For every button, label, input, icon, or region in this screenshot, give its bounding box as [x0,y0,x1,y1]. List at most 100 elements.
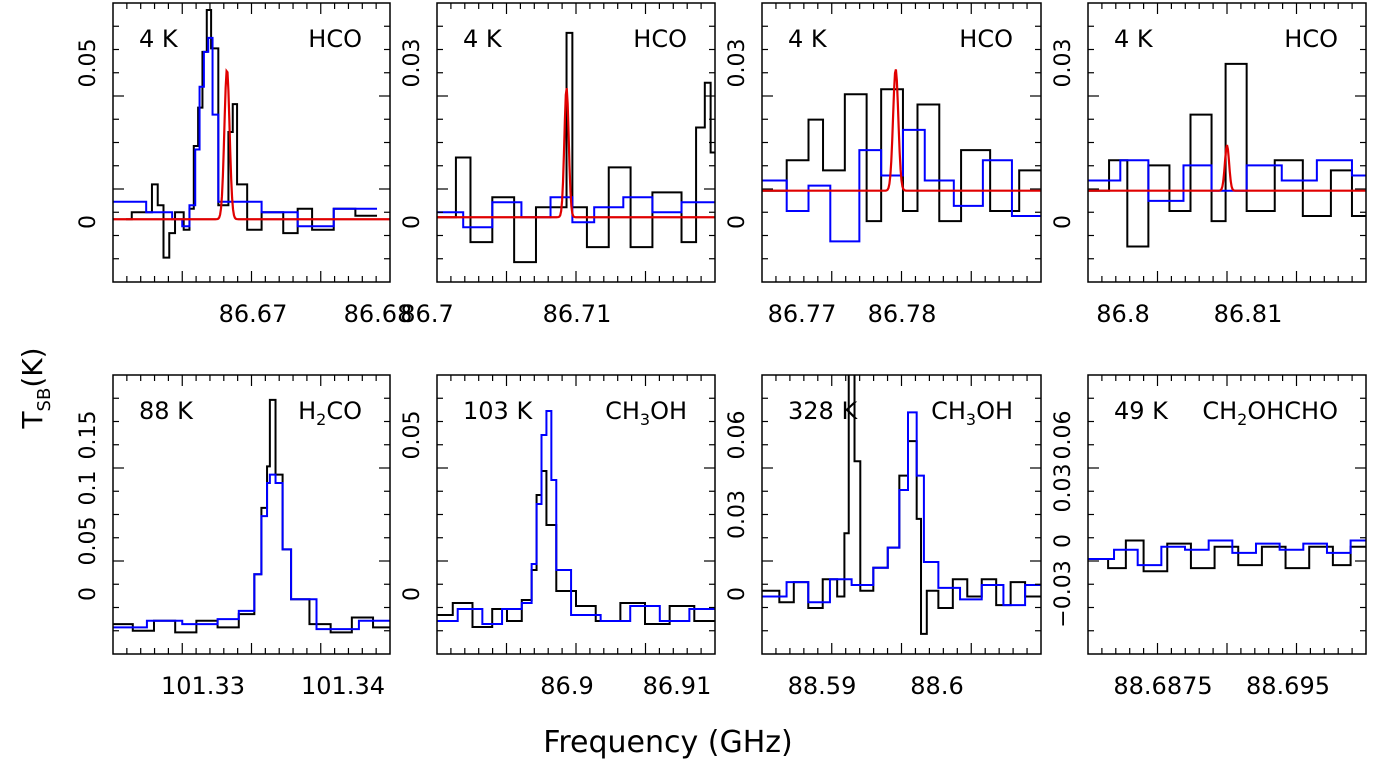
y-tick-label: 0 [1051,534,1076,548]
y-tick-label: 0 [76,587,101,601]
species-text: CH [1202,397,1237,425]
spectrum-panel: 88.59 88.6 0 0.03 0.06 328 K CH3OH [725,374,1042,700]
x-axis-label: Frequency (GHz) [543,725,792,760]
x-tick-label: 88.6875 [1113,672,1212,700]
species-label: CH2OHCHO [1202,397,1338,429]
spectrum-trace-black [113,398,390,634]
spectrum-trace-blue [113,473,390,631]
y-tick-label: 0.03 [400,39,425,88]
species-subscript: 3 [640,410,650,429]
y-tick-label: 0.05 [76,517,101,566]
species-subscript: 2 [1237,410,1247,429]
y-axis-label-unit: (K) [16,347,49,387]
y-tick-label: 0.06 [1051,411,1076,460]
model-fit-line [762,69,1041,192]
species-subscript: 3 [966,410,976,429]
spectrum-trace-blue [1088,539,1366,567]
x-tick-label: 88.6 [910,672,963,700]
species-text: HCO [633,25,687,53]
plot-area [113,398,390,634]
y-tick-label: 0 [1051,215,1076,229]
spectrum-trace-black [1088,62,1366,248]
species-text: OH [976,397,1013,425]
species-subscript: 2 [316,410,326,429]
x-tick-label: 86.91 [643,672,712,700]
species-label: CH3OH [931,397,1013,429]
y-tick-label: 0 [725,215,750,229]
y-tick-label: −0.03 [1051,560,1076,627]
y-tick-label: 0.05 [76,39,101,88]
x-tick-label: 86.8 [1096,300,1149,328]
y-tick-label: 0 [400,587,425,601]
spectrum-trace-blue [437,196,715,229]
temperature-label: 88 K [139,397,194,425]
x-tick-label: 88.695 [1246,672,1330,700]
spectrum-trace-blue [437,410,715,625]
x-tick-label: 86.78 [868,300,937,328]
spectrum-trace-black [762,88,1041,223]
spectrum-trace-blue [1088,159,1366,202]
species-text: CO [326,397,362,425]
plot-area [1088,539,1366,573]
plot-area [762,375,1041,635]
x-tick-label: 88.59 [788,672,857,700]
y-tick-label: 0 [76,215,101,229]
species-label: HCO [959,25,1013,53]
spectrum-panel: 86.8 86.81 0 0.03 4 K HCO [1051,2,1367,328]
species-text: HCO [308,25,362,53]
temperature-label: 4 K [788,25,828,53]
temperature-label: 4 K [463,25,503,53]
y-tick-label: 0 [400,215,425,229]
spectrum-trace-blue [762,128,1041,243]
x-tick-label: 86.77 [768,300,837,328]
spectrum-panel: 86.7 86.71 0 0.03 4 K HCO [400,2,716,328]
plot-area [1088,62,1366,248]
x-tick-label: 86.7 [400,300,453,328]
species-text: OHCHO [1247,397,1338,425]
spectrum-panel: 86.77 86.78 0 0.03 4 K HCO [725,2,1042,328]
species-label: HCO [633,25,687,53]
temperature-label: 328 K [788,397,858,425]
species-text: CH [931,397,966,425]
y-tick-label: 0.03 [725,490,750,539]
x-tick-label: 86.68 [344,300,413,328]
species-text: H [298,397,316,425]
spectrum-panel: 101.33 101.34 0 0.05 0.1 0.15 88 K H2CO [76,374,391,700]
spectrum-trace-blue [762,411,1041,607]
x-tick-label: 86.9 [540,672,593,700]
spectrum-trace-black [437,470,715,628]
y-tick-label: 0.05 [400,411,425,460]
plot-area [113,8,390,259]
species-text: HCO [1284,25,1338,53]
x-tick-label: 86.67 [219,300,288,328]
plot-area [437,410,715,628]
temperature-label: 4 K [139,25,179,53]
model-fit-line [1088,144,1366,192]
temperature-label: 103 K [463,397,533,425]
spectrum-trace-black [125,8,378,259]
y-tick-label: 0.03 [725,39,750,88]
y-axis-label-main: T [16,411,49,430]
species-label: H2CO [298,397,362,429]
species-label: HCO [1284,25,1338,53]
spectrum-panel: 86.9 86.91 0 0.05 103 K CH3OH [400,374,716,700]
x-tick-label: 86.71 [543,300,612,328]
species-label: CH3OH [605,397,687,429]
spectrum-panel: 88.6875 88.695 −0.03 0 0.03 0.06 49 K CH2OHCHO [1051,374,1367,700]
model-fit-line [437,88,715,219]
y-tick-label: 0 [725,587,750,601]
y-tick-label: 0.03 [1051,464,1076,513]
species-text: OH [650,397,687,425]
x-tick-label: 101.33 [161,672,245,700]
x-tick-label: 86.81 [1214,300,1283,328]
x-tick-label: 101.34 [301,672,385,700]
model-fit-line [113,68,390,221]
y-tick-label: 0.03 [1051,39,1076,88]
spectrum-trace-black [1088,539,1366,573]
y-axis-label: TSB(K) [16,347,55,429]
y-tick-label: 0.1 [76,471,101,506]
spectrum-panel: 86.67 86.68 0 0.05 4 K HCO [76,2,413,328]
y-tick-label: 0.15 [76,411,101,460]
